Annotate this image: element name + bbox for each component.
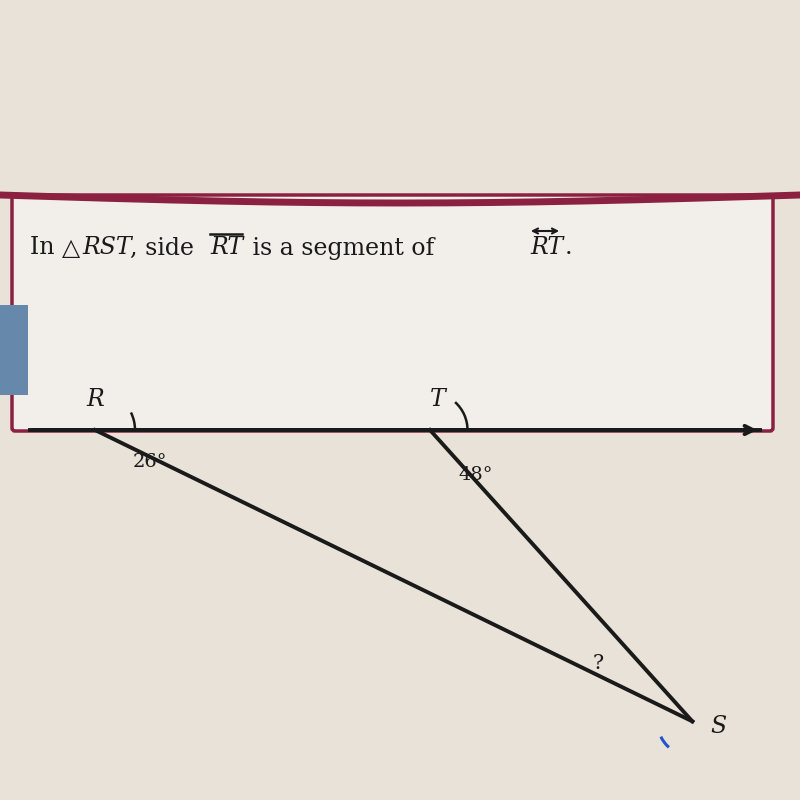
Text: 26°: 26° bbox=[133, 453, 167, 471]
Text: 48°: 48° bbox=[458, 466, 493, 484]
Text: RST: RST bbox=[82, 237, 132, 259]
Text: T: T bbox=[430, 389, 446, 411]
Text: S: S bbox=[710, 715, 726, 738]
FancyBboxPatch shape bbox=[0, 305, 28, 395]
Text: RT: RT bbox=[210, 237, 243, 259]
Text: is a segment of: is a segment of bbox=[245, 237, 442, 259]
Text: △: △ bbox=[62, 236, 80, 260]
Text: .: . bbox=[565, 237, 573, 259]
Text: In: In bbox=[30, 237, 62, 259]
FancyBboxPatch shape bbox=[12, 195, 773, 431]
Text: R: R bbox=[86, 389, 104, 411]
Text: , side: , side bbox=[130, 237, 202, 259]
Text: ?: ? bbox=[593, 654, 604, 673]
Text: RT: RT bbox=[530, 237, 563, 259]
